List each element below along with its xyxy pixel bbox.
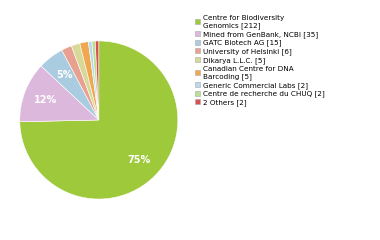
Text: 12%: 12% — [34, 95, 57, 105]
Wedge shape — [95, 41, 99, 120]
Wedge shape — [88, 41, 99, 120]
Wedge shape — [71, 43, 99, 120]
Text: 75%: 75% — [128, 155, 151, 165]
Wedge shape — [80, 42, 99, 120]
Legend: Centre for Biodiversity
Genomics [212], Mined from GenBank, NCBI [35], GATC Biot: Centre for Biodiversity Genomics [212], … — [195, 15, 325, 106]
Wedge shape — [62, 46, 99, 120]
Text: 5%: 5% — [56, 70, 73, 80]
Wedge shape — [41, 50, 99, 120]
Wedge shape — [92, 41, 99, 120]
Wedge shape — [20, 41, 178, 199]
Wedge shape — [20, 66, 99, 122]
